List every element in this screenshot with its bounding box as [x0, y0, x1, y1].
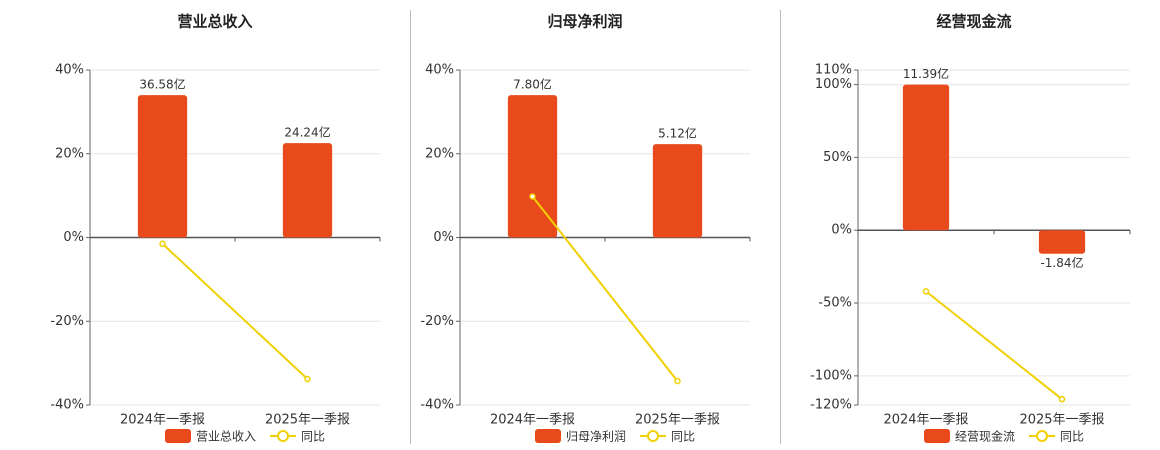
y-tick-label: 0%	[63, 230, 84, 245]
chart-title: 归母净利润	[547, 13, 622, 31]
y-tick-label: 0%	[831, 223, 852, 238]
y-tick-label: -50%	[818, 296, 852, 311]
y-tick-label: -40%	[50, 398, 84, 413]
legend-label: 归母净利润	[566, 430, 626, 444]
line-point	[1058, 395, 1066, 403]
y-tick-label: -20%	[50, 314, 84, 329]
bar	[1038, 230, 1086, 254]
line	[531, 195, 679, 382]
line	[925, 290, 1063, 400]
value-label: -1.84亿	[1040, 255, 1083, 270]
y-tick-label: 20%	[425, 146, 454, 161]
legend-label: 同比	[671, 430, 695, 444]
line-point	[159, 240, 166, 248]
x-tick-label: 2025年一季报	[265, 413, 350, 428]
x-tick-label: 2025年一季报	[635, 413, 720, 428]
line-point	[529, 193, 536, 200]
legend-swatch	[924, 429, 950, 443]
y-tick-label: 0%	[433, 230, 454, 245]
x-tick-label: 2024年一季报	[120, 413, 205, 428]
bar	[282, 143, 333, 238]
bar	[507, 95, 558, 238]
chart-title: 经营现金流	[936, 13, 1011, 31]
legend-swatch	[535, 429, 561, 443]
chart-title: 营业总收入	[177, 13, 252, 31]
y-tick-label: 110%	[815, 63, 852, 78]
legend-swatch	[277, 430, 290, 442]
line-point	[674, 377, 681, 385]
line-point	[922, 288, 930, 295]
legend-label: 同比	[301, 430, 325, 444]
value-label: 36.58亿	[139, 77, 185, 92]
y-tick-label: 20%	[55, 146, 84, 161]
value-label: 7.80亿	[513, 77, 552, 92]
x-tick-label: 2025年一季报	[1019, 413, 1104, 428]
line	[161, 243, 309, 380]
y-tick-label: -100%	[810, 368, 852, 383]
legend-label: 营业总收入	[196, 430, 256, 444]
x-tick-label: 2024年一季报	[883, 413, 968, 428]
x-tick-label: 2024年一季报	[490, 413, 575, 428]
y-tick-label: 40%	[425, 63, 454, 78]
y-tick-label: 100%	[815, 77, 852, 92]
value-label: 24.24亿	[284, 125, 330, 140]
bar	[137, 95, 188, 238]
legend-label: 同比	[1060, 430, 1084, 444]
y-tick-label: 40%	[55, 63, 84, 78]
y-tick-label: 50%	[823, 150, 852, 165]
bar	[902, 84, 950, 231]
y-tick-label: -20%	[420, 314, 454, 329]
y-tick-label: -40%	[420, 398, 454, 413]
value-label: 5.12亿	[658, 126, 697, 141]
legend-swatch	[1036, 430, 1049, 442]
value-label: 11.39亿	[903, 66, 949, 81]
line-point	[304, 375, 311, 383]
legend-swatch	[165, 429, 191, 443]
bar	[652, 144, 703, 238]
legend-swatch	[647, 430, 660, 442]
y-tick-label: -120%	[810, 398, 852, 413]
legend-label: 经营现金流	[955, 429, 1015, 444]
